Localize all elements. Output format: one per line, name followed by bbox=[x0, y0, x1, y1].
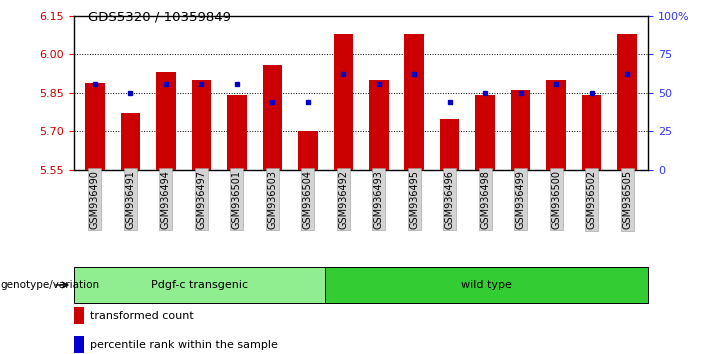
Text: GSM936490: GSM936490 bbox=[90, 170, 100, 229]
Text: GSM936499: GSM936499 bbox=[516, 170, 526, 229]
Bar bbox=[227, 96, 247, 170]
Text: GSM936496: GSM936496 bbox=[444, 170, 455, 229]
Text: Pdgf-c transgenic: Pdgf-c transgenic bbox=[151, 280, 248, 290]
Bar bbox=[85, 82, 104, 170]
Bar bbox=[369, 80, 388, 170]
Text: GSM936491: GSM936491 bbox=[125, 170, 135, 229]
Text: GSM936500: GSM936500 bbox=[551, 170, 562, 229]
Text: GSM936498: GSM936498 bbox=[480, 170, 490, 229]
Text: GSM936492: GSM936492 bbox=[339, 170, 348, 229]
Bar bbox=[475, 96, 495, 170]
Text: GSM936493: GSM936493 bbox=[374, 170, 383, 229]
Text: GSM936505: GSM936505 bbox=[622, 170, 632, 229]
Bar bbox=[404, 34, 424, 170]
Text: GSM936504: GSM936504 bbox=[303, 170, 313, 229]
Text: GSM936503: GSM936503 bbox=[267, 170, 278, 229]
Bar bbox=[263, 65, 282, 170]
Bar bbox=[121, 113, 140, 170]
Bar bbox=[325, 267, 648, 303]
Bar bbox=[546, 80, 566, 170]
Text: GDS5320 / 10359849: GDS5320 / 10359849 bbox=[88, 11, 231, 24]
Bar bbox=[74, 307, 84, 324]
Bar bbox=[511, 90, 531, 170]
Bar bbox=[191, 80, 211, 170]
Bar bbox=[334, 34, 353, 170]
Text: genotype/variation: genotype/variation bbox=[0, 280, 99, 290]
Bar bbox=[618, 34, 637, 170]
Text: percentile rank within the sample: percentile rank within the sample bbox=[90, 340, 278, 350]
Text: GSM936497: GSM936497 bbox=[196, 170, 206, 229]
Bar bbox=[74, 267, 325, 303]
Bar bbox=[156, 72, 176, 170]
Bar bbox=[298, 131, 318, 170]
Text: wild type: wild type bbox=[461, 280, 512, 290]
Bar bbox=[74, 336, 84, 353]
Text: GSM936501: GSM936501 bbox=[232, 170, 242, 229]
Text: GSM936494: GSM936494 bbox=[161, 170, 171, 229]
Bar bbox=[440, 119, 459, 170]
Text: transformed count: transformed count bbox=[90, 311, 193, 321]
Bar bbox=[582, 96, 601, 170]
Text: GSM936495: GSM936495 bbox=[409, 170, 419, 229]
Text: GSM936502: GSM936502 bbox=[587, 170, 597, 229]
